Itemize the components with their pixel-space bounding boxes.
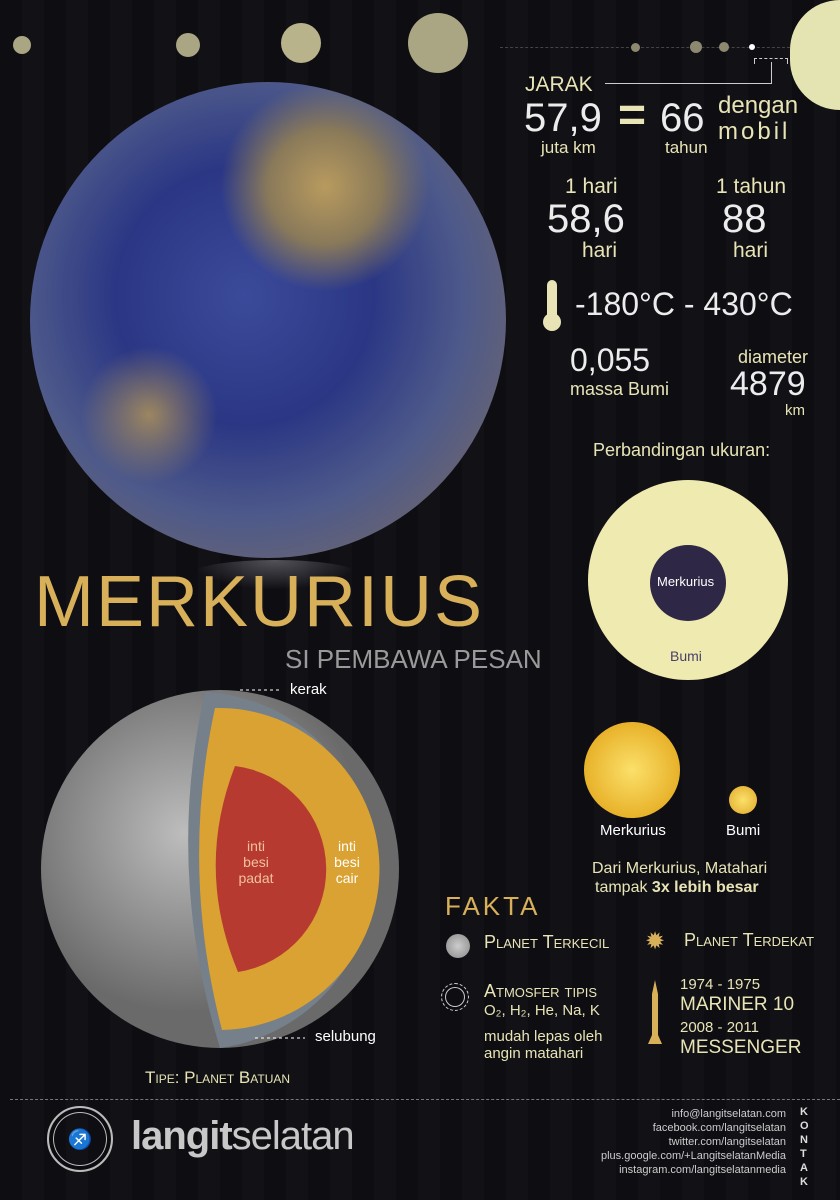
day-value: 58,6 xyxy=(547,197,625,241)
year-unit: hari xyxy=(733,239,769,262)
sun-from-mercury-icon xyxy=(584,722,680,818)
inner-core-text: besi xyxy=(243,854,269,870)
contact-label: KONTAK xyxy=(800,1106,809,1188)
brand-light: selatan xyxy=(231,1114,355,1158)
outer-core-text: cair xyxy=(335,870,359,886)
langitselatan-logo: ♐ xyxy=(47,1106,113,1172)
year-value: 88 xyxy=(722,197,767,241)
sun-caption-prefix: tampak xyxy=(595,879,652,896)
sun-caption: tampak 3x lebih besar xyxy=(595,880,759,896)
inner-core-label: inti besi padat xyxy=(226,838,286,886)
brand-bold: langit xyxy=(131,1114,233,1158)
thermometer-icon xyxy=(543,280,561,331)
distance-label: JARAK xyxy=(525,73,593,96)
planet-dot-icon xyxy=(281,23,321,63)
sun-caption: Dari Merkurius, Matahari xyxy=(592,860,768,877)
diameter-value: 4879 xyxy=(730,365,806,403)
temperature-range: -180°C - 430°C xyxy=(575,286,793,322)
mercury-planet-image xyxy=(30,82,506,558)
orbit-line xyxy=(500,47,790,48)
distance-arrow xyxy=(605,62,772,84)
sun-from-earth-icon xyxy=(729,786,757,814)
fact-atmosphere-note: mudah lepas oleh xyxy=(484,1028,603,1045)
mercury-cross-section xyxy=(41,689,399,1048)
sun-icon: ✹ xyxy=(645,928,666,955)
mercury-circle-label: Merkurius xyxy=(657,574,715,589)
contact-email[interactable]: info@langitselatan.com xyxy=(671,1108,786,1120)
fact-closest: Planet Terdekat xyxy=(684,930,815,950)
car-unit: tahun xyxy=(665,138,708,157)
comparison-heading: Perbandingan ukuran: xyxy=(593,440,771,460)
inner-core-text: inti xyxy=(247,838,265,854)
diameter-unit: km xyxy=(785,402,805,419)
car-text: mobil xyxy=(718,118,791,145)
diameter-label: diameter xyxy=(738,347,809,367)
mission1-years: 1974 - 1975 xyxy=(680,976,761,993)
core-layer xyxy=(215,766,327,972)
atmosphere-icon xyxy=(441,983,469,1011)
earth-circle-label: Bumi xyxy=(670,648,702,664)
contact-facebook[interactable]: facebook.com/langitselatan xyxy=(652,1122,786,1134)
contact-list: info@langitselatan.com facebook.com/lang… xyxy=(601,1107,786,1177)
moon-icon xyxy=(446,934,470,958)
mass-label: massa Bumi xyxy=(570,379,670,399)
fact-smallest: Planet Terkecil xyxy=(484,932,610,952)
mantle-label: selubung xyxy=(315,1028,376,1045)
planet-dot-icon xyxy=(13,36,31,54)
day-label: 1 hari xyxy=(565,175,618,198)
planet-dot-icon xyxy=(176,33,200,57)
sun-label-earth: Bumi xyxy=(726,822,761,839)
contact-twitter[interactable]: twitter.com/langitselatan xyxy=(668,1136,786,1148)
brand-name[interactable]: langitselatan xyxy=(131,1114,355,1158)
facts-heading: FAKTA xyxy=(445,891,541,921)
distance-value: 57,9 xyxy=(524,96,602,140)
fact-atmosphere: Atmosfer tipis xyxy=(484,981,598,1001)
mass-value: 0,055 xyxy=(570,342,651,378)
outer-core-text: besi xyxy=(334,854,360,870)
planet-dot-icon xyxy=(631,43,640,52)
planet-type: Tipe: Planet Batuan xyxy=(145,1068,291,1087)
planet-dot-icon xyxy=(690,41,702,53)
contact-instagram[interactable]: instagram.com/langitselatanmedia xyxy=(619,1164,786,1176)
equals-sign: = xyxy=(618,89,647,142)
contact-google-plus[interactable]: plus.google.com/+LangitselatanMedia xyxy=(601,1150,786,1162)
mercury-reflection xyxy=(190,560,360,590)
fact-atmosphere-note: angin matahari xyxy=(484,1045,584,1062)
year-label: 1 tahun xyxy=(716,175,787,198)
planet-dot-icon xyxy=(408,13,468,73)
car-value: 66 xyxy=(660,96,705,140)
inner-core-text: padat xyxy=(238,870,274,886)
planet-title: MERKURIUS xyxy=(34,562,485,642)
car-text: dengan xyxy=(718,92,799,119)
planet-subtitle: SI PEMBAWA PESAN xyxy=(285,644,542,674)
outer-core-text: inti xyxy=(338,838,356,854)
fact-gases: O₂, H₂, He, Na, K xyxy=(484,1002,600,1019)
mission2-name: MESSENGER xyxy=(680,1037,802,1058)
sun-caption-bold: 3x lebih besar xyxy=(651,879,759,896)
mercury-circle xyxy=(650,545,726,621)
distance-bracket xyxy=(754,58,788,64)
sun-label-mercury: Merkurius xyxy=(600,822,666,839)
outer-core-label: inti besi cair xyxy=(328,838,366,886)
footer-divider xyxy=(10,1099,840,1100)
mission1-name: MARINER 10 xyxy=(680,994,795,1015)
day-unit: hari xyxy=(582,239,618,262)
crust-label: kerak xyxy=(290,681,327,698)
planet-dot-icon xyxy=(719,42,729,52)
mission2-years: 2008 - 2011 xyxy=(680,1019,759,1036)
mercury-dot-icon xyxy=(749,44,755,50)
distance-unit: juta km xyxy=(541,138,596,157)
rocket-icon xyxy=(648,980,662,1044)
